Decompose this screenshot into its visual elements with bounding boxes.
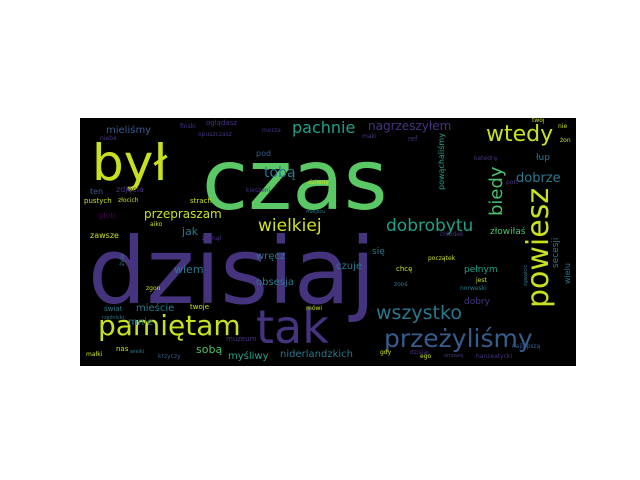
word-muzeum: muzeum bbox=[226, 335, 257, 343]
word-ref: ref bbox=[408, 135, 418, 143]
word-powiesz: powiesz bbox=[521, 187, 556, 308]
word-wtedy: wtedy bbox=[486, 122, 554, 147]
word-toba: tobą bbox=[264, 165, 296, 181]
word-pamietam: pamiętam bbox=[98, 309, 241, 342]
word-niderlandzkich: niderlandzkich bbox=[280, 349, 353, 360]
word-lup: łup bbox=[536, 153, 550, 163]
word-zasnal: zasnął bbox=[202, 235, 222, 242]
word-finski: fiński bbox=[180, 123, 196, 130]
word-ten: ten bbox=[90, 187, 104, 196]
word-przepraszam: przepraszam bbox=[144, 207, 222, 221]
word-wielkiej: wielkiej bbox=[258, 216, 322, 236]
word-miescie: mieście bbox=[136, 303, 175, 314]
word-czuje: czuje bbox=[336, 261, 363, 272]
word-secesji: secesji bbox=[551, 237, 561, 268]
word-najlepsza: najlepszą bbox=[512, 343, 541, 350]
word-jak: jak bbox=[182, 225, 199, 238]
word-port: port bbox=[506, 179, 519, 186]
word-gdy: gdy bbox=[380, 349, 392, 356]
word-zdjecia: zdjęcia bbox=[116, 185, 144, 194]
word-pozwachalismy: powąchaliśmy bbox=[437, 133, 446, 190]
word-zgwalcic: zgwałcić bbox=[523, 264, 529, 286]
word-mnie: mnie bbox=[128, 317, 154, 328]
word-rzeznicki: rzeźnicki bbox=[102, 315, 124, 321]
word-swiat: świat bbox=[104, 305, 123, 313]
word-maki: maki bbox=[362, 133, 377, 140]
word-twoj: twój bbox=[532, 118, 545, 124]
word-pustych: pustych bbox=[84, 197, 112, 205]
word-wieki: wielki bbox=[130, 349, 145, 355]
word-zgon: zgon bbox=[146, 285, 161, 292]
word-opuszczasz: opuszczasz bbox=[198, 131, 232, 138]
word-wielu: wielu bbox=[563, 263, 572, 284]
word-byl: był bbox=[92, 134, 168, 192]
word-pelnym: pełnym bbox=[464, 265, 498, 275]
word-biedy: biedy bbox=[486, 166, 507, 216]
word-nas: nas bbox=[116, 345, 129, 353]
word-wrecz: wręcz bbox=[256, 251, 286, 262]
word-tak: tak bbox=[256, 300, 329, 354]
word-sie: się bbox=[372, 247, 385, 257]
word-dobrze: dobrze bbox=[516, 171, 561, 186]
word-cloud: czas dzisiaj był tak pamiętam powiesz pr… bbox=[80, 118, 576, 366]
word-dzisiaj-small: dzisiaj bbox=[410, 349, 429, 356]
word-norweski: norweski bbox=[460, 285, 487, 292]
word-nie: nie bbox=[558, 123, 568, 130]
word-zoos: zoos bbox=[394, 281, 408, 288]
word-dobry: dobry bbox=[464, 297, 490, 307]
word-glob: glob bbox=[98, 211, 116, 220]
word-dziwny: dziwny bbox=[308, 179, 329, 186]
word-miejscu: miejscu bbox=[306, 209, 326, 215]
word-zlowilas: złowiłaś bbox=[490, 227, 526, 237]
word-chce: chcę bbox=[396, 265, 413, 273]
word-mowi: mówi bbox=[306, 305, 323, 312]
word-zyla: żyła bbox=[119, 253, 126, 266]
word-przezylismy: przeżyliśmy bbox=[384, 324, 533, 353]
word-zawsze: zawsze bbox=[90, 231, 119, 240]
word-katedra: katedrą bbox=[474, 155, 498, 162]
word-dobrobytu: dobrobytu bbox=[386, 216, 474, 236]
word-chlodek: chłodek bbox=[440, 231, 464, 238]
word-krzyczy: krzyczy bbox=[158, 353, 181, 360]
word-kieszeni: kieszeni bbox=[246, 187, 271, 194]
word-zlocich: złocich bbox=[118, 197, 139, 204]
word-soba: sobą bbox=[196, 343, 223, 356]
word-aiko: aiko bbox=[150, 221, 163, 228]
word-wiem: wiem bbox=[174, 263, 204, 276]
word-ogladasz: oglądasz bbox=[206, 119, 238, 127]
word-czas: czas bbox=[202, 131, 388, 229]
word-obsesja: obsesja bbox=[256, 277, 294, 288]
word-mysliwy: myśliwy bbox=[228, 351, 269, 362]
word-pod: pod bbox=[256, 149, 272, 158]
word-hanzeatycki: hanzeatycki bbox=[476, 353, 513, 360]
word-malki: małki bbox=[86, 351, 103, 358]
word-ego: ego bbox=[420, 353, 432, 360]
word-twoje: twoje bbox=[190, 303, 210, 311]
word-mielismy: mieliśmy bbox=[106, 125, 152, 136]
word-pachnie: pachnie bbox=[292, 118, 356, 137]
word-zon: żon bbox=[560, 137, 571, 144]
word-nagrzeszylem: nagrzeszyłem bbox=[368, 119, 452, 133]
word-morza: morza bbox=[262, 127, 281, 134]
word-nieba: nieba bbox=[100, 135, 117, 142]
word-omowie: omówię bbox=[444, 353, 464, 359]
word-dzisiaj: dzisiaj bbox=[88, 218, 376, 325]
word-wszystko: wszystko bbox=[376, 302, 462, 324]
word-poczatek: początek bbox=[428, 255, 456, 262]
word-jest: jest bbox=[476, 277, 487, 284]
word-strach: strach bbox=[190, 197, 212, 205]
